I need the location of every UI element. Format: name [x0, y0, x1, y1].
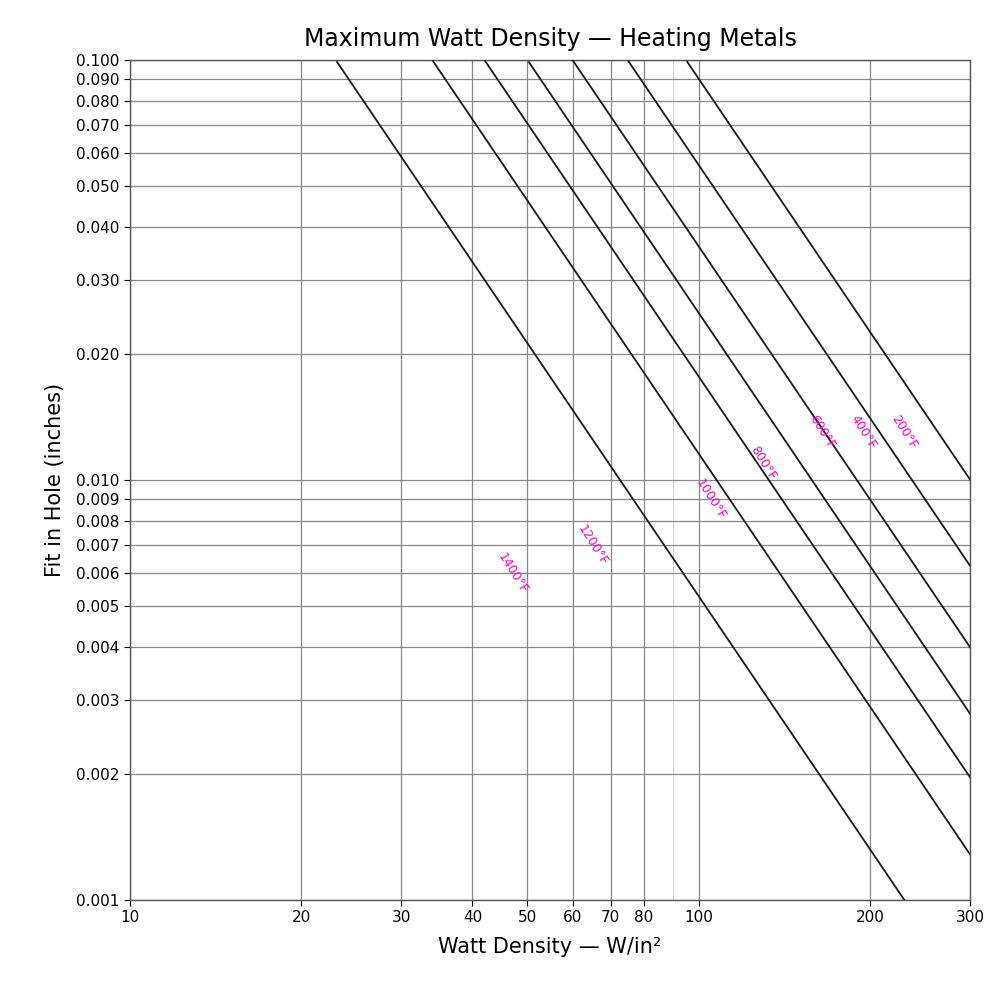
X-axis label: Watt Density — W/in²: Watt Density — W/in²: [438, 937, 662, 957]
Text: 600°F: 600°F: [807, 413, 838, 451]
Text: 1000°F: 1000°F: [693, 477, 728, 522]
Title: Maximum Watt Density — Heating Metals: Maximum Watt Density — Heating Metals: [304, 27, 796, 51]
Text: 400°F: 400°F: [848, 413, 879, 451]
Text: 800°F: 800°F: [748, 443, 779, 482]
Y-axis label: Fit in Hole (inches): Fit in Hole (inches): [45, 383, 65, 577]
Text: 1400°F: 1400°F: [495, 551, 530, 596]
Text: 1200°F: 1200°F: [575, 522, 610, 568]
Text: 200°F: 200°F: [889, 413, 920, 451]
